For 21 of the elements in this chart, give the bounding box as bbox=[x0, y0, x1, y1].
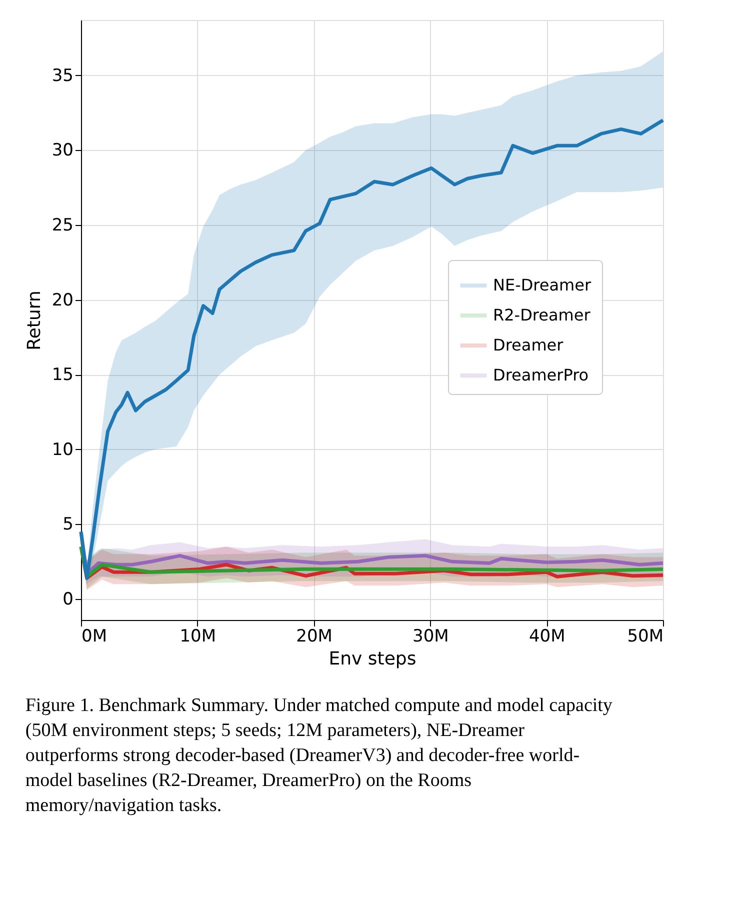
y-tick-label: 5 bbox=[62, 514, 74, 535]
y-tick-label: 10 bbox=[52, 440, 74, 460]
y-tick-label: 0 bbox=[62, 590, 74, 610]
x-tick-label: 50M bbox=[627, 626, 664, 646]
y-tick-label: 20 bbox=[52, 290, 74, 310]
caption: Figure 1. Benchmark Summary. Under matched compute and model capacity (50M environment steps; 5 seeds; 12M parameters), NE-Dreamer outperforms strong decoder-based (DreamerV3) and decoder-free world-model baselines (R2-Dreamer, DreamerPro) on the Rooms memory/navigation tasks. bbox=[25, 695, 613, 816]
x-axis-title: Env steps bbox=[328, 648, 416, 670]
legend-label: DreamerPro bbox=[493, 366, 589, 384]
y-tick-label: 30 bbox=[52, 140, 74, 161]
y-tick-label: 25 bbox=[52, 215, 74, 236]
legend-label: NE-Dreamer bbox=[493, 276, 592, 294]
x-tick-label: 30M bbox=[412, 626, 449, 646]
y-tick-label: 35 bbox=[52, 66, 74, 86]
legend-label: R2-Dreamer bbox=[493, 306, 591, 324]
y-axis-title: Return bbox=[24, 290, 45, 350]
y-tick-label: 15 bbox=[52, 365, 74, 386]
x-tick-label: 0M bbox=[82, 626, 107, 646]
legend-label: Dreamer bbox=[493, 336, 564, 354]
x-tick-label: 20M bbox=[296, 626, 332, 646]
x-tick-label: 40M bbox=[528, 626, 566, 646]
x-tick-label: 10M bbox=[180, 626, 216, 646]
